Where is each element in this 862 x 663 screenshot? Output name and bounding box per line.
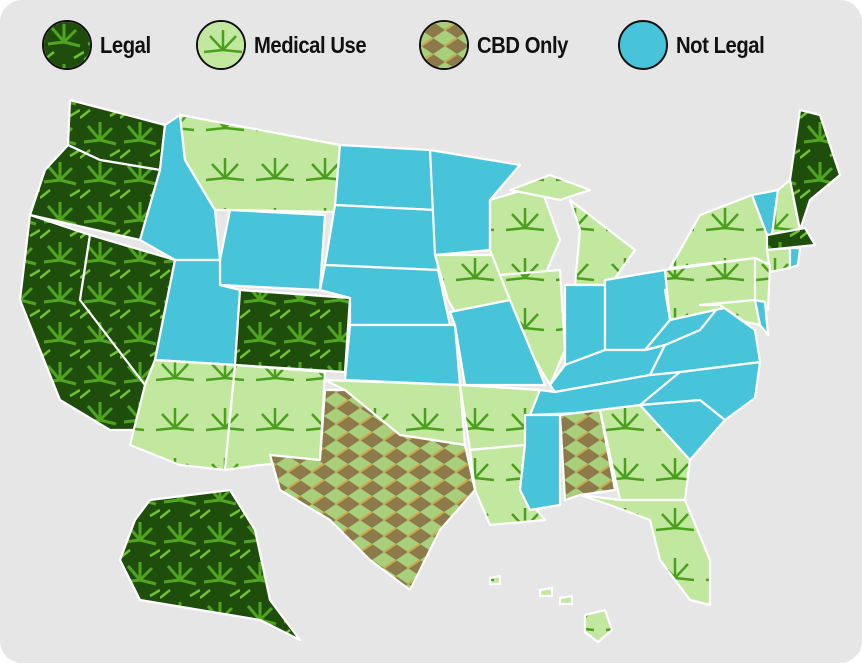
state-ks	[343, 323, 462, 387]
state-de	[753, 298, 770, 337]
legend-label: CBD Only	[477, 31, 568, 58]
legal-swatch-icon	[42, 20, 92, 70]
state-ma	[765, 226, 817, 252]
state-me	[788, 108, 842, 232]
state-nj	[753, 256, 772, 312]
legend: Legal Medical Use CBD Only Not Legal	[42, 20, 815, 70]
medical-swatch-icon	[195, 20, 246, 70]
not-legal-swatch-icon	[618, 20, 669, 70]
legend-label: Medical Use	[253, 31, 367, 58]
cbd-swatch-icon	[419, 20, 470, 70]
state-ga	[598, 403, 692, 502]
state-wy	[218, 208, 327, 292]
legend-label: Legal	[100, 31, 151, 58]
state-nm	[223, 363, 327, 472]
state-al	[558, 408, 617, 502]
state-hi	[538, 586, 554, 598]
state-md	[698, 298, 762, 327]
state-nd	[333, 143, 437, 212]
state-sd	[323, 203, 440, 272]
state-mi	[508, 173, 592, 202]
state-hi	[583, 608, 614, 644]
state-ms	[518, 413, 562, 512]
legend-item-not-legal: Not Legal	[618, 20, 776, 70]
state-mi	[568, 198, 637, 287]
legend-item-legal: Legal	[42, 20, 158, 70]
state-hi	[488, 574, 502, 586]
state-hi	[558, 594, 574, 606]
legend-item-cbd: CBD Only	[419, 20, 580, 70]
state-co	[233, 288, 352, 374]
state-ak	[118, 488, 302, 642]
state-ri	[788, 246, 802, 270]
legend-item-medical: Medical Use	[195, 20, 381, 70]
state-fl	[578, 493, 712, 607]
legend-label: Not Legal	[676, 31, 765, 58]
